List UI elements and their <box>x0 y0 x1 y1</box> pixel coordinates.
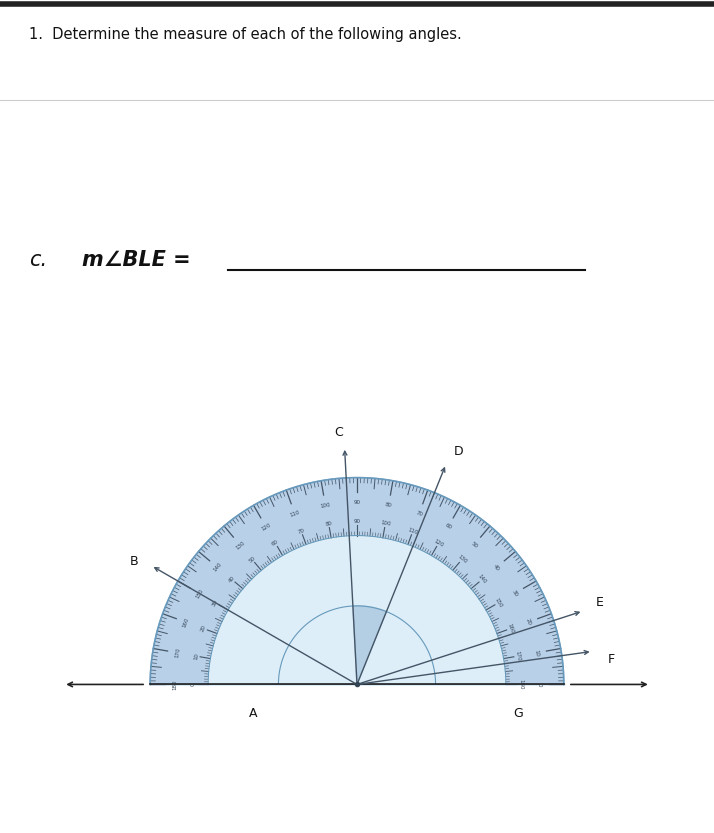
Text: m∠BLE =: m∠BLE = <box>82 250 191 270</box>
Text: 0: 0 <box>536 683 541 686</box>
Text: 130: 130 <box>456 554 468 565</box>
Text: 20: 20 <box>200 625 207 633</box>
Text: 30: 30 <box>511 589 518 598</box>
Text: 50: 50 <box>470 541 478 549</box>
Text: 140: 140 <box>477 574 488 585</box>
Text: 100: 100 <box>320 501 331 509</box>
Text: 20: 20 <box>525 618 531 626</box>
Text: A: A <box>249 707 258 721</box>
Text: 90: 90 <box>353 500 361 505</box>
Polygon shape <box>150 477 564 685</box>
Text: 50: 50 <box>248 555 256 563</box>
Text: 70: 70 <box>297 527 306 535</box>
Text: F: F <box>608 653 615 666</box>
Text: 10: 10 <box>533 649 539 656</box>
Text: 150: 150 <box>195 587 204 599</box>
Text: 110: 110 <box>407 526 418 535</box>
Text: 180: 180 <box>173 679 178 690</box>
Text: 60: 60 <box>271 539 280 546</box>
Text: 60: 60 <box>443 523 452 531</box>
Text: 10: 10 <box>193 652 199 660</box>
Text: 160: 160 <box>506 623 515 635</box>
Text: 80: 80 <box>325 521 333 526</box>
Text: 40: 40 <box>228 575 236 584</box>
Text: 110: 110 <box>289 509 301 517</box>
Text: 80: 80 <box>385 502 393 508</box>
Text: 130: 130 <box>234 540 246 551</box>
Text: 1.  Determine the measure of each of the following angles.: 1. Determine the measure of each of the … <box>29 27 461 42</box>
Text: 150: 150 <box>493 597 503 609</box>
Text: 0: 0 <box>191 683 196 686</box>
Text: 140: 140 <box>212 561 223 573</box>
Text: 70: 70 <box>415 510 423 517</box>
Text: 170: 170 <box>515 651 521 661</box>
Text: G: G <box>513 707 523 721</box>
Polygon shape <box>353 606 386 685</box>
Text: B: B <box>130 555 139 568</box>
Text: 100: 100 <box>380 520 391 527</box>
Text: 120: 120 <box>433 538 445 548</box>
Text: C: C <box>334 426 343 439</box>
Polygon shape <box>150 477 564 685</box>
Text: 30: 30 <box>211 598 219 607</box>
Text: 90: 90 <box>353 519 361 524</box>
Text: E: E <box>595 596 603 609</box>
Text: 160: 160 <box>182 616 190 628</box>
Text: 170: 170 <box>174 647 181 658</box>
Text: c.: c. <box>29 250 46 270</box>
Text: D: D <box>453 445 463 458</box>
Text: 180: 180 <box>518 679 523 690</box>
Text: 40: 40 <box>492 563 501 571</box>
Text: 120: 120 <box>260 522 272 531</box>
Polygon shape <box>208 536 506 685</box>
